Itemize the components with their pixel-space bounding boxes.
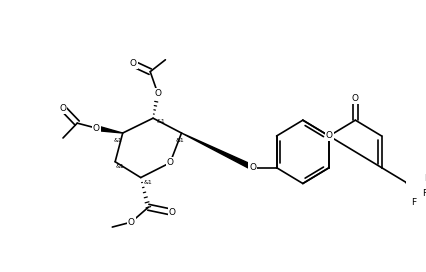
Text: F: F	[421, 189, 426, 198]
Text: O: O	[59, 104, 66, 113]
Text: &1: &1	[175, 138, 184, 143]
Text: F: F	[410, 199, 415, 208]
Text: O: O	[92, 123, 99, 132]
Text: F: F	[423, 174, 426, 183]
Text: O: O	[249, 163, 256, 172]
Text: O: O	[127, 218, 135, 227]
Text: &1: &1	[113, 138, 122, 143]
Polygon shape	[95, 126, 122, 133]
Text: &1: &1	[144, 180, 153, 185]
Polygon shape	[181, 133, 253, 170]
Text: O: O	[168, 208, 175, 217]
Text: O: O	[325, 131, 332, 141]
Text: &1: &1	[115, 164, 124, 169]
Text: O: O	[166, 158, 173, 167]
Text: O: O	[130, 59, 136, 68]
Text: O: O	[351, 94, 358, 103]
Text: O: O	[154, 89, 161, 98]
Text: &1: &1	[156, 119, 164, 124]
